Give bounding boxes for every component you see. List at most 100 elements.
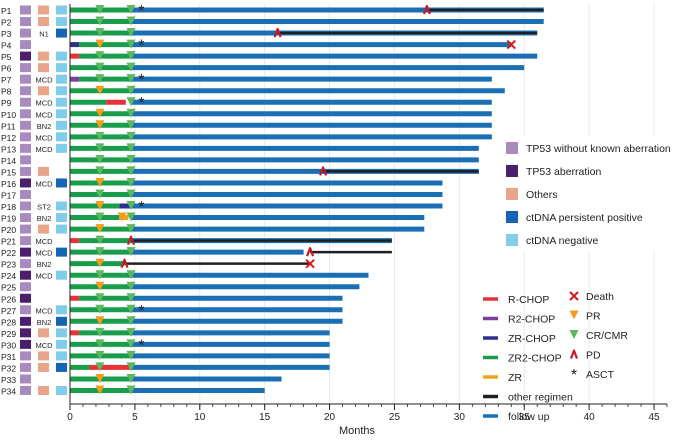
patient-label-p13: P13 — [1, 144, 16, 154]
ctdna-negative-marker — [56, 224, 67, 234]
cr-marker — [126, 247, 136, 257]
row-p7: P7 MCD * — [1, 72, 492, 89]
cr-marker — [95, 362, 105, 372]
ctdna-negative-marker — [56, 17, 67, 27]
subtype-label: MCD — [35, 110, 53, 119]
others-marker — [38, 63, 49, 73]
x-tick-label-20: 20 — [324, 412, 336, 423]
cr-marker — [95, 327, 105, 337]
x-tick-label-5: 5 — [132, 412, 138, 423]
tp53-marker — [20, 236, 31, 246]
ctdna-positive-marker — [56, 28, 67, 38]
legend-label-ctdna_pos: ctDNA persistent positive — [526, 212, 643, 224]
row-p24: P24 MCD — [1, 270, 369, 281]
row-p19: P19 BN2 — [1, 212, 425, 224]
patient-label-p12: P12 — [1, 133, 16, 143]
cr-marker — [95, 51, 105, 61]
asct-marker: * — [138, 303, 144, 320]
x-axis-label: Months — [339, 425, 376, 437]
ctdna-negative-marker — [56, 213, 67, 223]
ctdna-negative-marker — [56, 86, 67, 96]
row-p30: P30 MCD * — [1, 337, 330, 354]
cr-marker — [95, 270, 105, 280]
pr-marker — [117, 212, 127, 222]
x-tick-label-25: 25 — [389, 412, 401, 423]
pr-marker — [95, 373, 105, 383]
cr-marker — [126, 385, 136, 395]
row-p12: P12 MCD — [1, 131, 492, 143]
cr-marker — [126, 5, 136, 14]
pr-marker — [95, 85, 105, 95]
others-marker — [38, 166, 49, 176]
cr-marker — [126, 304, 136, 314]
row-p18: P18 ST2 * — [1, 199, 443, 216]
patient-label-p25: P25 — [1, 283, 16, 293]
cr-marker — [126, 74, 136, 84]
tp53-marker — [20, 247, 31, 257]
tp53-marker — [20, 316, 31, 326]
tp53-marker — [20, 109, 31, 119]
tp53-marker — [20, 74, 31, 84]
row-p11: P11 BN2 — [1, 120, 492, 131]
tp53-marker — [20, 143, 31, 153]
cr-marker — [95, 143, 105, 153]
pr-marker — [95, 281, 105, 291]
patient-label-p26: P26 — [1, 294, 16, 304]
cr-marker — [126, 293, 136, 303]
patient-label-p9: P9 — [1, 98, 12, 108]
tp53-marker — [20, 166, 31, 176]
patient-label-p8: P8 — [1, 87, 12, 97]
death-marker — [305, 258, 315, 269]
subtype-label: ST2 — [37, 203, 51, 212]
cr-marker — [126, 85, 136, 95]
subtype-label: BN2 — [37, 260, 52, 269]
patient-label-p28: P28 — [1, 317, 16, 327]
pr-marker — [95, 258, 105, 268]
pr-marker — [95, 316, 105, 326]
ctdna-negative-marker — [56, 63, 67, 73]
legend-symbol-pr — [569, 310, 579, 320]
patient-label-p34: P34 — [1, 386, 16, 396]
ctdna-positive-marker — [56, 178, 67, 188]
tp53-marker — [20, 17, 31, 27]
ctdna-negative-marker — [56, 351, 67, 361]
pd-marker — [319, 166, 328, 176]
tp53-marker — [20, 120, 31, 130]
tp53-marker — [20, 63, 31, 73]
subtype-label: MCD — [35, 306, 53, 315]
row-p27: P27 MCD * — [1, 303, 343, 320]
pr-marker — [95, 385, 105, 395]
cr-marker — [126, 143, 136, 153]
pd-marker — [273, 27, 282, 38]
ctdna-positive-marker — [56, 362, 67, 372]
subtype-label: BN2 — [37, 214, 52, 223]
cr-marker — [95, 212, 105, 222]
legend-swatch-tp53_without — [506, 142, 518, 154]
tp53-marker — [20, 305, 31, 315]
cr-marker — [126, 51, 136, 61]
x-tick-label-15: 15 — [259, 412, 271, 423]
tp53-marker — [20, 86, 31, 96]
death-marker — [506, 39, 516, 50]
subtype-label: MCD — [35, 76, 53, 85]
tp53-marker — [20, 97, 31, 107]
cr-marker — [95, 131, 105, 141]
row-p22: P22 MCD — [1, 247, 392, 258]
subtype-label: MCD — [35, 237, 53, 246]
patient-label-p21: P21 — [1, 237, 16, 247]
cr-marker — [126, 373, 136, 383]
asct-marker: * — [138, 3, 144, 20]
legend-swatch-others — [506, 188, 518, 200]
cr-marker — [126, 212, 136, 222]
cr-marker — [95, 166, 105, 176]
row-p16: P16 MCD — [1, 177, 443, 189]
legend-event-label-death: Death — [586, 291, 614, 303]
patient-label-p10: P10 — [1, 110, 16, 120]
row-p21: P21 MCD — [1, 235, 392, 247]
legend-line-label-follow: follow up — [508, 411, 550, 423]
tp53-marker — [20, 351, 31, 361]
others-marker — [38, 362, 49, 372]
ctdna-negative-marker — [56, 74, 67, 84]
legend-event-label-cr-cmr: CR/CMR — [586, 330, 628, 342]
ctdna-positive-marker — [56, 316, 67, 326]
